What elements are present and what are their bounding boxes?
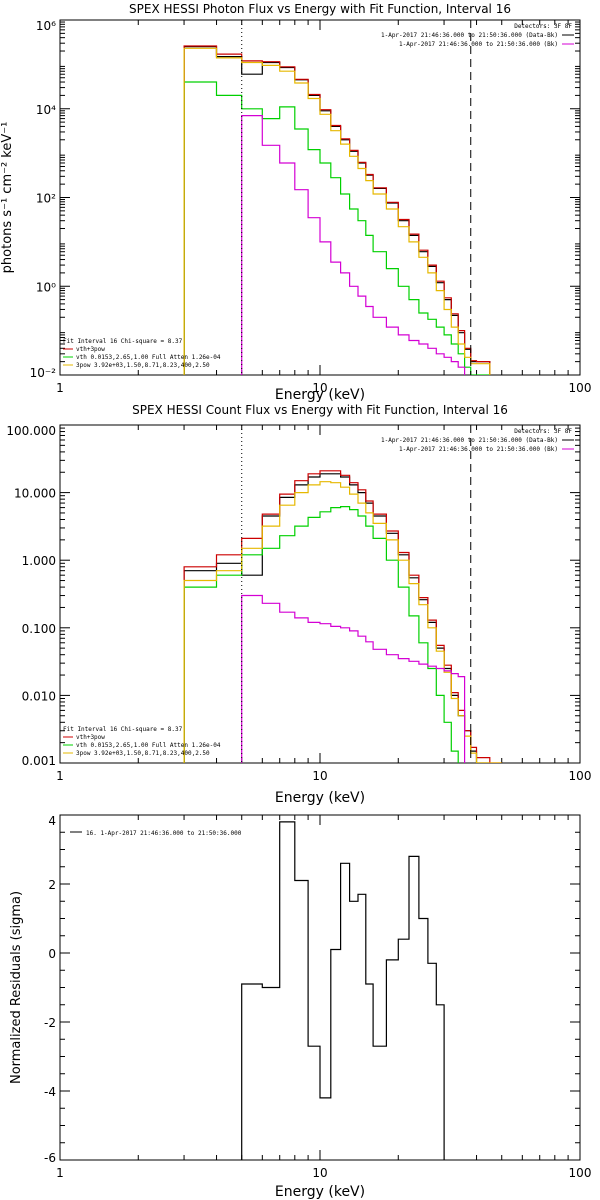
fit-info-line-1-1: vth+3pow (76, 346, 105, 353)
y-tick-label-2-4: 10.000 (14, 487, 56, 501)
x-tick-label-2-1: 10 (312, 769, 327, 783)
y-tick-label-1-0: 10⁻² (30, 366, 57, 380)
x-tick-label-3-0: 1 (56, 1166, 64, 1180)
y-tick-label-3-3: 0 (48, 947, 56, 961)
y-tick-label-1-1: 10⁰ (36, 280, 56, 294)
x-tick-label-3-2: 100 (569, 1166, 592, 1180)
panel-2: SPEX HESSI Count Flux vs Energy with Fit… (6, 403, 591, 806)
panel-3: 1 10 100 Energy (keV) -6 -4 -2 0 2 4 Normalized Re… (9, 814, 591, 1200)
y-tick-label-3-2: -2 (44, 1016, 56, 1030)
chart-title-2: SPEX HESSI Count Flux vs Energy with Fit… (132, 403, 508, 417)
legend-entry-2-2: 1-Apr-2017 21:46:36.000 to 21:50:36.000 … (399, 446, 558, 453)
y-tick-label-1-2: 10² (36, 192, 56, 206)
series-thermal-1 (183, 81, 490, 375)
x-tick-label-1-1: 10 (312, 381, 327, 395)
fit-info-line-1-0: Fit Interval 16 Chi-square = 8.37 (63, 338, 183, 345)
x-axis-label-3: Energy (keV) (275, 1184, 365, 1200)
y-tick-label-3-1: -4 (44, 1085, 56, 1099)
series-group-3 (241, 821, 445, 1160)
fit-info-2: Fit Interval 16 Chi-square = 8.37vth+3po… (63, 726, 221, 757)
y-tick-label-1-3: 10⁴ (36, 103, 56, 117)
panel-1: SPEX HESSI Photon Flux vs Energy with Fi… (0, 2, 591, 403)
legend-1: Detectors: 3F 8F 1-Apr-2017 21:46:36.000 … (381, 23, 574, 48)
series-group-2 (183, 470, 502, 763)
fit-info-line-2-3: 3pow 3.92e+03,1.50,8.71,8.23,400,2.50 (76, 750, 210, 757)
y-tick-label-1-4: 10⁶ (36, 19, 56, 33)
x-tick-label-1-0: 1 (56, 381, 64, 395)
x-axis-label-1: Energy (keV) (275, 387, 365, 403)
y-axis-label-3: Normalized Residuals (sigma) (9, 891, 24, 1084)
series-thermal-2 (183, 506, 459, 763)
series-power-law-1 (183, 47, 491, 375)
x-tick-label-2-0: 1 (56, 769, 64, 783)
y-axis-2: 0.001 0.010 0.100 1.000 10.000 100.000 (6, 424, 580, 768)
fit-info-line-2-0: Fit Interval 16 Chi-square = 8.37 (63, 726, 183, 733)
y-axis-3: -6 -4 -2 0 2 4 (44, 814, 580, 1165)
x-axis-label-2: Energy (keV) (275, 790, 365, 806)
x-axis-2: 1 10 100 (56, 425, 591, 783)
fit-info-line-2-1: vth+3pow (76, 734, 105, 741)
y-tick-label-2-2: 0.100 (22, 622, 56, 636)
x-tick-label-3-1: 10 (312, 1166, 327, 1180)
y-tick-label-2-5: 100.000 (6, 424, 56, 438)
x-tick-label-1-2: 100 (569, 381, 592, 395)
legend-entry-2-1: 1-Apr-2017 21:46:36.000 to 21:50:36.000 … (381, 437, 558, 444)
series-background-2 (241, 594, 466, 763)
legend-entry-1-1: 1-Apr-2017 21:46:36.000 to 21:50:36.000 … (381, 32, 558, 39)
fit-info-line-1-2: vth 0.0153,2.65,1.00 Full Atten 1.26e-04 (76, 354, 221, 361)
legend-entry-1-0: Detectors: 3F 8F (514, 23, 572, 30)
legend-entry-1-2: 1-Apr-2017 21:46:36.000 to 21:50:36.000 … (399, 41, 558, 48)
series-background-1 (241, 115, 466, 375)
y-tick-label-3-0: -6 (44, 1151, 56, 1165)
y-tick-label-2-0: 0.001 (22, 754, 56, 768)
chart-title-1: SPEX HESSI Photon Flux vs Energy with Fi… (129, 2, 511, 16)
x-axis-3: 1 10 100 (56, 815, 591, 1180)
fit-info-line-1-3: 3pow 3.92e+03,1.50,8.71,8.23,400,2.50 (76, 362, 210, 369)
x-tick-label-2-2: 100 (569, 769, 592, 783)
y-tick-label-2-3: 1.000 (22, 554, 56, 568)
legend-2: Detectors: 3F 8F 1-Apr-2017 21:46:36.000 … (381, 428, 574, 453)
fit-info-line-2-2: vth 0.0153,2.65,1.00 Full Atten 1.26e-04 (76, 742, 221, 749)
y-tick-label-2-1: 0.010 (22, 689, 56, 703)
legend-3: 16. 1-Apr-2017 21:46:36.000 to 21:50:36.… (70, 830, 242, 837)
series-group-1 (183, 45, 491, 375)
x-axis-1: 1 10 100 (56, 20, 591, 395)
series-residuals-3 (241, 821, 445, 1160)
y-axis-label-1: photons s⁻¹ cm⁻² keV⁻¹ (0, 122, 15, 274)
fit-info-1: Fit Interval 16 Chi-square = 8.37vth+3po… (63, 338, 221, 369)
y-tick-label-3-5: 4 (48, 814, 56, 828)
legend-entry-3-0: 16. 1-Apr-2017 21:46:36.000 to 21:50:36.… (86, 830, 242, 837)
legend-entry-2-0: Detectors: 3F 8F (514, 428, 572, 435)
series-power-law-2 (183, 481, 502, 763)
y-axis-1: 10⁻² 10⁰ 10² 10⁴ 10⁶ (30, 19, 580, 380)
y-tick-label-3-4: 2 (48, 878, 56, 892)
series-fit-total-2 (183, 470, 502, 763)
